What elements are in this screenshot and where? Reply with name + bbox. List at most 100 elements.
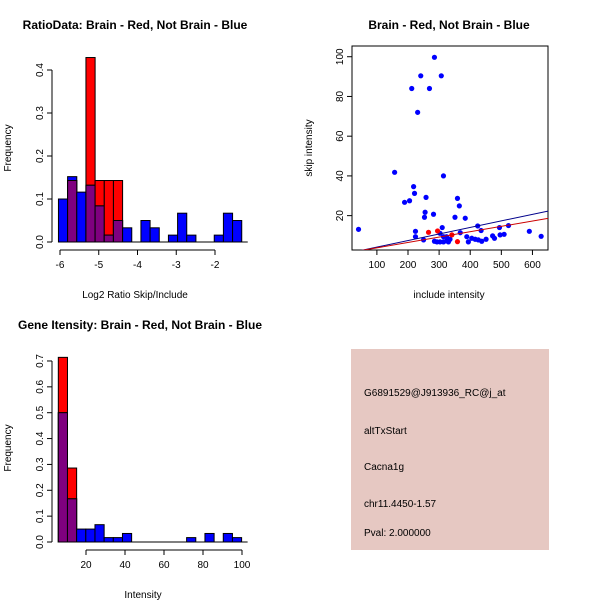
scatter-point-not-brain bbox=[430, 211, 437, 217]
scatter-point-not-brain bbox=[440, 173, 447, 179]
gene-x-tick-label: 80 bbox=[197, 560, 209, 571]
intensity-scatter: Brain - Red, Not Brain - Blue include in… bbox=[304, 18, 549, 301]
scatter-point-not-brain bbox=[443, 234, 450, 240]
gene-bar-not-brain bbox=[112, 537, 123, 543]
ratio-bar-not-brain bbox=[122, 227, 133, 243]
ratio-bar-overlap bbox=[94, 205, 105, 243]
ratio-bar-overlap bbox=[103, 234, 114, 243]
gene-y-tick-label: 0.6 bbox=[35, 379, 46, 393]
scatter-y-tick-label: 80 bbox=[335, 90, 346, 102]
fit-line-brain bbox=[361, 217, 548, 250]
scatter-point-not-brain bbox=[497, 232, 503, 238]
scatter-x-tick-label: 100 bbox=[369, 260, 386, 271]
ratio-x-tick-label: -3 bbox=[172, 260, 181, 271]
scatter-point-not-brain bbox=[526, 228, 532, 234]
gene-histogram-xlabel: Intensity bbox=[124, 590, 161, 600]
gene-y-tick-label: 0.0 bbox=[35, 535, 46, 549]
ratio-x-tick-label: -2 bbox=[211, 260, 220, 271]
ratio-x-tick-label: -6 bbox=[56, 260, 65, 271]
scatter-point-not-brain bbox=[418, 73, 424, 79]
scatter-x-tick-label: 600 bbox=[524, 260, 541, 271]
scatter-point-not-brain bbox=[422, 209, 428, 215]
scatter-point-not-brain bbox=[438, 73, 444, 79]
gene-y-tick-label: 0.3 bbox=[35, 457, 46, 471]
scatter-point-not-brain bbox=[426, 85, 433, 92]
ratio-histogram-ylabel: Frequency bbox=[3, 124, 14, 171]
gene-histogram-title: Gene Itensity: Brain - Red, Not Brain - … bbox=[18, 318, 262, 332]
scatter-x-tick-label: 200 bbox=[400, 260, 417, 271]
scatter-point-not-brain bbox=[401, 199, 408, 205]
p-value: Pval: 2.000000 bbox=[364, 528, 431, 539]
ratio-bar-not-brain bbox=[149, 227, 160, 243]
ratio-bar-not-brain bbox=[140, 220, 151, 243]
ratio-bar-not-brain bbox=[76, 191, 87, 243]
scatter-point-not-brain bbox=[412, 234, 419, 240]
ratio-bar-not-brain bbox=[167, 234, 179, 243]
scatter-point-not-brain bbox=[464, 234, 470, 240]
ratio-y-tick-label: 0.1 bbox=[35, 192, 46, 206]
scatter-point-not-brain bbox=[415, 109, 421, 115]
scatter-point-not-brain bbox=[411, 190, 418, 196]
gene-y-tick-label: 0.2 bbox=[35, 483, 46, 497]
gene-x-tick-label: 20 bbox=[80, 560, 92, 571]
gene-bar-not-brain bbox=[204, 532, 215, 543]
gene-bar-not-brain bbox=[103, 537, 114, 543]
ratio-y-tick-label: 0.0 bbox=[35, 235, 46, 249]
scatter-x-tick-label: 400 bbox=[462, 260, 479, 271]
gene-bar-not-brain bbox=[121, 532, 133, 543]
scatter-y-tick-label: 60 bbox=[335, 130, 346, 142]
ratio-histogram: RatioData: Brain - Red, Not Brain - Blue… bbox=[3, 18, 248, 301]
scatter-point-brain bbox=[425, 229, 432, 235]
probe-id: G6891529@J913936_RC@j_at bbox=[364, 388, 506, 399]
gene-bar-overlap bbox=[57, 412, 68, 543]
scatter-point-not-brain bbox=[479, 238, 485, 244]
scatter-point-not-brain bbox=[501, 231, 507, 237]
gene-y-tick-label: 0.7 bbox=[35, 354, 46, 368]
ratio-bar-overlap bbox=[85, 184, 96, 243]
fit-line-not-brain bbox=[360, 210, 548, 250]
scatter-ylabel: skip intensity bbox=[304, 119, 315, 176]
scatter-point-not-brain bbox=[462, 215, 468, 221]
gene-histogram-ylabel: Frequency bbox=[3, 424, 14, 471]
ratio-bar-not-brain bbox=[57, 198, 69, 243]
ratio-bar-brain bbox=[103, 180, 114, 243]
scatter-point-not-brain bbox=[406, 198, 413, 204]
scatter-y-tick-label: 100 bbox=[335, 48, 346, 65]
info-panel: G6891529@J913936_RC@j_at altTxStart Cacn… bbox=[351, 349, 549, 550]
scatter-xlabel: include intensity bbox=[413, 290, 484, 301]
scatter-point-not-brain bbox=[423, 194, 429, 200]
scatter-point-brain bbox=[434, 228, 441, 234]
genomic-location: chr11.4450-1.57 bbox=[364, 499, 437, 510]
scatter-point-not-brain bbox=[412, 228, 419, 234]
ratio-bar-not-brain bbox=[232, 220, 243, 243]
gene-bar-not-brain bbox=[85, 528, 96, 543]
gene-bar-not-brain bbox=[231, 537, 243, 543]
scatter-point-brain bbox=[454, 239, 461, 245]
scatter-point-not-brain bbox=[452, 214, 458, 220]
gene-y-tick-label: 0.5 bbox=[35, 405, 46, 419]
gene-name: Cacna1g bbox=[364, 462, 404, 473]
scatter-point-not-brain bbox=[496, 224, 503, 231]
scatter-point-not-brain bbox=[431, 54, 438, 60]
ratio-bar-not-brain bbox=[222, 212, 234, 243]
scatter-x-tick-label: 500 bbox=[493, 260, 510, 271]
ratio-histogram-xlabel: Log2 Ratio Skip/Include bbox=[82, 290, 188, 301]
gene-bar-not-brain bbox=[186, 537, 197, 543]
gene-bar-overlap bbox=[66, 498, 78, 543]
scatter-point-not-brain bbox=[454, 195, 461, 201]
ratio-bar-overlap bbox=[67, 180, 78, 243]
scatter-point-not-brain bbox=[392, 169, 398, 175]
ratio-y-tick-label: 0.3 bbox=[35, 106, 46, 120]
gene-x-tick-label: 40 bbox=[119, 560, 131, 571]
ratio-histogram-title: RatioData: Brain - Red, Not Brain - Blue bbox=[23, 18, 248, 32]
scatter-point-not-brain bbox=[421, 214, 428, 220]
ratio-x-tick-label: -4 bbox=[133, 260, 142, 271]
gene-y-tick-label: 0.1 bbox=[35, 509, 46, 523]
scatter-y-tick-label: 40 bbox=[335, 170, 346, 182]
ratio-bar-not-brain bbox=[186, 234, 197, 243]
gene-intensity-histogram: Gene Itensity: Brain - Red, Not Brain - … bbox=[3, 318, 262, 600]
gene-bar-not-brain bbox=[222, 532, 233, 543]
ratio-bar-not-brain bbox=[213, 234, 224, 243]
scatter-plot-box bbox=[351, 45, 549, 251]
